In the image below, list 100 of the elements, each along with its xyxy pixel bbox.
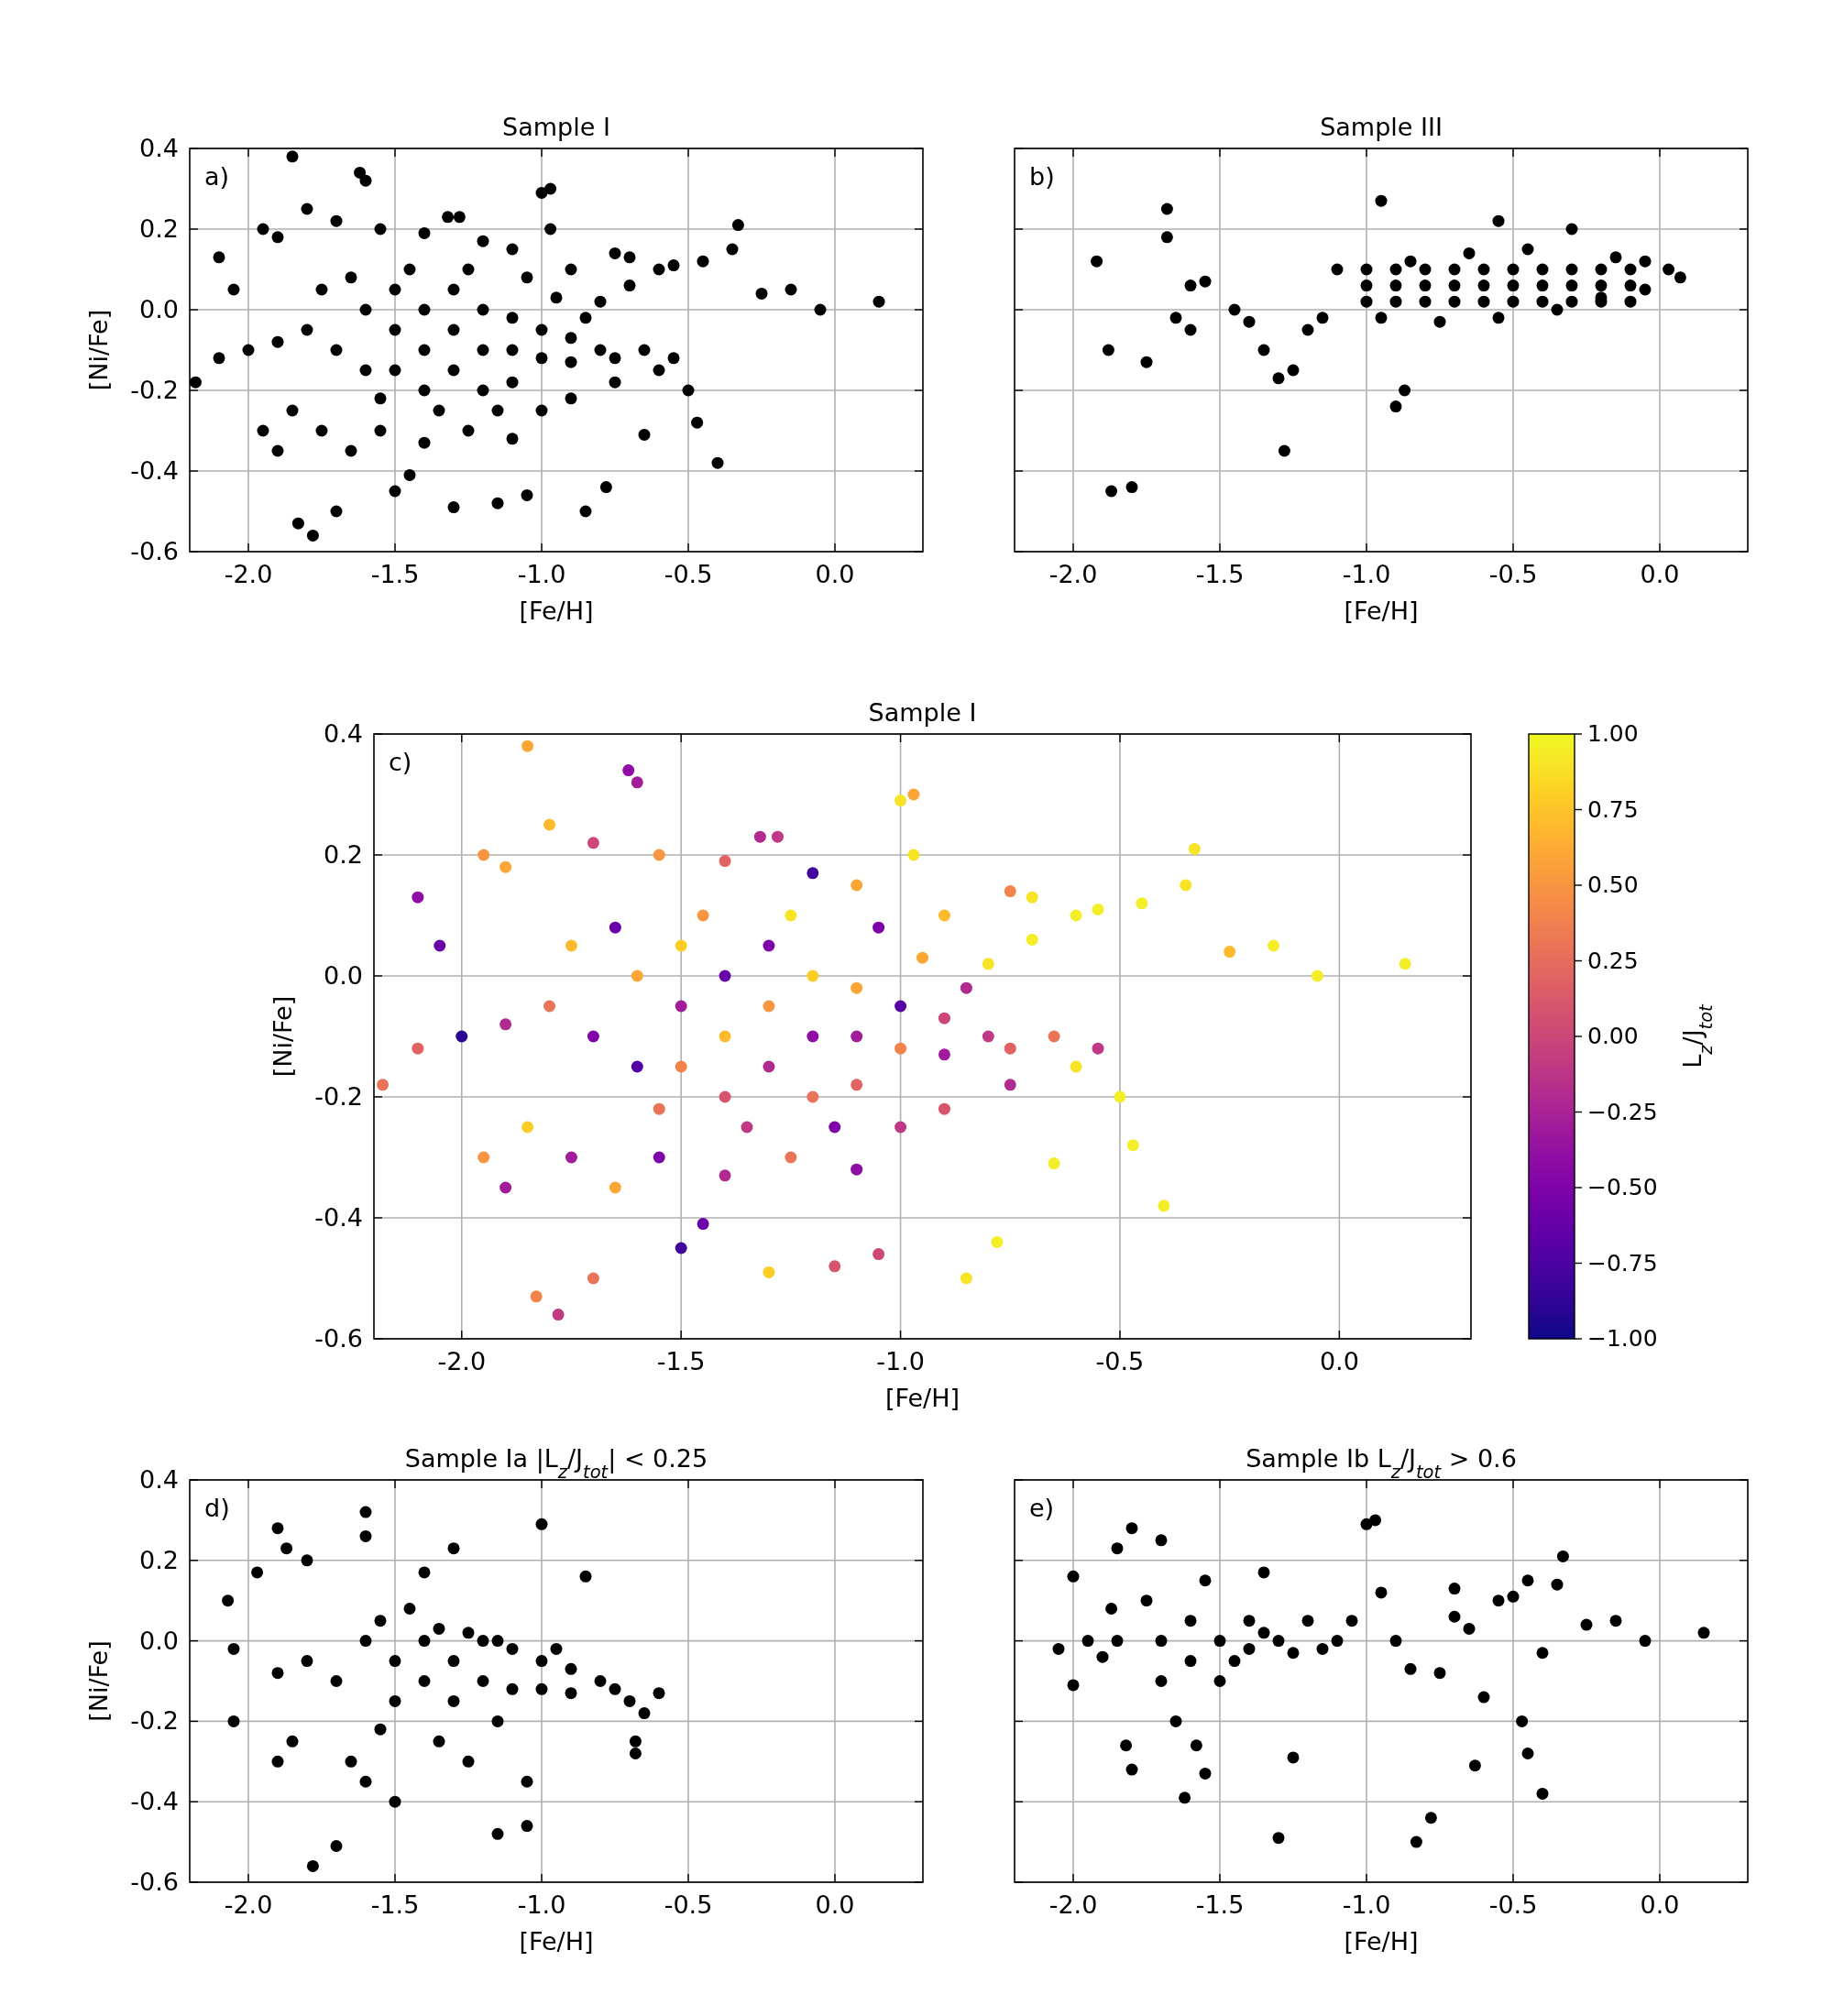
y-tick-label: 0.4 xyxy=(139,134,179,162)
x-tick-label: -1.0 xyxy=(1342,1890,1391,1919)
chart-title: Sample Ib L$_{z}$/J$_{tot}$ > 0.6 xyxy=(1246,1444,1517,1483)
x-tick-label: -1.5 xyxy=(370,560,420,588)
point xyxy=(491,1827,504,1840)
color-bar-label: 0.75 xyxy=(1587,795,1639,823)
x-tick-label: 0.0 xyxy=(815,560,855,588)
x-tick-label: -1.0 xyxy=(876,1347,925,1375)
y-tick-label: 0.0 xyxy=(139,1626,179,1655)
annotation: b) xyxy=(1029,162,1055,191)
point xyxy=(359,1775,372,1788)
point xyxy=(506,1642,519,1655)
point xyxy=(359,1635,372,1648)
annotation: c) xyxy=(389,748,412,776)
x-axis-title: [Fe/H] xyxy=(519,1927,594,1956)
x-axis-title: [Fe/H] xyxy=(1344,1927,1419,1956)
y-tick-label: -0.4 xyxy=(130,456,179,485)
point xyxy=(345,1755,357,1768)
point xyxy=(653,1687,665,1700)
point xyxy=(227,1715,240,1727)
color-bar-label: −1.00 xyxy=(1587,1325,1658,1352)
chart-title: Sample III xyxy=(1320,113,1443,141)
point xyxy=(565,1687,577,1700)
x-axis-title: [Fe/H] xyxy=(1344,597,1419,625)
point xyxy=(521,1820,533,1833)
point xyxy=(477,1675,489,1687)
color-bar-label: 0.00 xyxy=(1587,1023,1639,1049)
point xyxy=(271,1667,284,1680)
point xyxy=(251,1566,264,1579)
annotation: a) xyxy=(204,162,230,191)
point xyxy=(403,1602,416,1615)
point xyxy=(609,1682,621,1695)
point xyxy=(477,1635,489,1648)
point xyxy=(374,1723,387,1736)
point xyxy=(271,1755,284,1768)
y-tick-label: 0.0 xyxy=(139,295,179,323)
chart-title: Sample I xyxy=(502,113,610,141)
chart-title: Sample Ia |L$_{z}$/J$_{tot}$| < 0.25 xyxy=(404,1444,708,1483)
chart-title: Sample I xyxy=(868,698,977,727)
y-tick-label: -0.4 xyxy=(130,1787,179,1816)
point xyxy=(447,1694,460,1707)
color-bar-label: 1.00 xyxy=(1587,720,1639,747)
y-tick-label: 0.4 xyxy=(324,719,363,748)
color-bar-label: −0.75 xyxy=(1587,1249,1658,1276)
point xyxy=(227,1642,240,1655)
point xyxy=(359,1529,372,1542)
point xyxy=(462,1755,475,1768)
y-tick-label: 0.4 xyxy=(139,1465,179,1494)
point xyxy=(491,1635,504,1648)
x-tick-label: -0.5 xyxy=(664,560,713,588)
color-bar-label: 0.25 xyxy=(1587,947,1639,974)
color-bar-label: −0.25 xyxy=(1587,1098,1658,1125)
x-tick-label: -1.5 xyxy=(1195,560,1245,588)
x-tick-label: 0.0 xyxy=(1640,1890,1680,1919)
point xyxy=(301,1554,313,1567)
y-tick-label: -0.2 xyxy=(314,1082,363,1111)
point xyxy=(330,1839,343,1852)
y-tick-label: 0.2 xyxy=(324,840,363,869)
point xyxy=(594,1675,607,1687)
x-tick-label: -2.0 xyxy=(1048,560,1098,588)
point xyxy=(579,1570,592,1583)
x-tick-label: -0.5 xyxy=(1095,1347,1145,1375)
x-tick-label: -0.5 xyxy=(664,1890,713,1919)
x-tick-label: -1.0 xyxy=(1342,560,1391,588)
point xyxy=(389,1795,401,1808)
point xyxy=(535,1655,548,1668)
point xyxy=(374,1615,387,1627)
point xyxy=(271,1522,284,1535)
point xyxy=(629,1748,642,1760)
point xyxy=(447,1542,460,1555)
point xyxy=(389,1655,401,1668)
point xyxy=(462,1627,475,1639)
y-tick-label: 0.0 xyxy=(324,961,363,990)
x-tick-label: 0.0 xyxy=(815,1890,855,1919)
point xyxy=(286,1735,299,1748)
point xyxy=(280,1542,293,1555)
point xyxy=(433,1622,445,1635)
point xyxy=(389,1694,401,1707)
x-tick-label: -2.0 xyxy=(224,560,273,588)
y-tick-label: 0.2 xyxy=(139,214,179,243)
point xyxy=(629,1735,642,1748)
y-tick-label: -0.6 xyxy=(314,1324,363,1353)
x-tick-label: -2.0 xyxy=(1048,1890,1098,1919)
point xyxy=(433,1735,445,1748)
point xyxy=(535,1517,548,1530)
annotation: e) xyxy=(1029,1494,1055,1522)
point xyxy=(418,1635,431,1648)
point xyxy=(506,1682,519,1695)
y-tick-label: -0.6 xyxy=(130,1868,179,1896)
x-tick-label: -2.0 xyxy=(224,1890,273,1919)
color-bar-label: 0.50 xyxy=(1587,871,1639,898)
x-tick-label: 0.0 xyxy=(1319,1347,1359,1375)
x-tick-label: -1.5 xyxy=(656,1347,706,1375)
y-axis-title: [Ni/Fe] xyxy=(84,1640,113,1722)
point xyxy=(222,1594,235,1607)
point xyxy=(491,1715,504,1727)
x-tick-label: 0.0 xyxy=(1640,560,1680,588)
point xyxy=(521,1775,533,1788)
x-tick-label: -1.5 xyxy=(1195,1890,1245,1919)
point xyxy=(330,1675,343,1687)
